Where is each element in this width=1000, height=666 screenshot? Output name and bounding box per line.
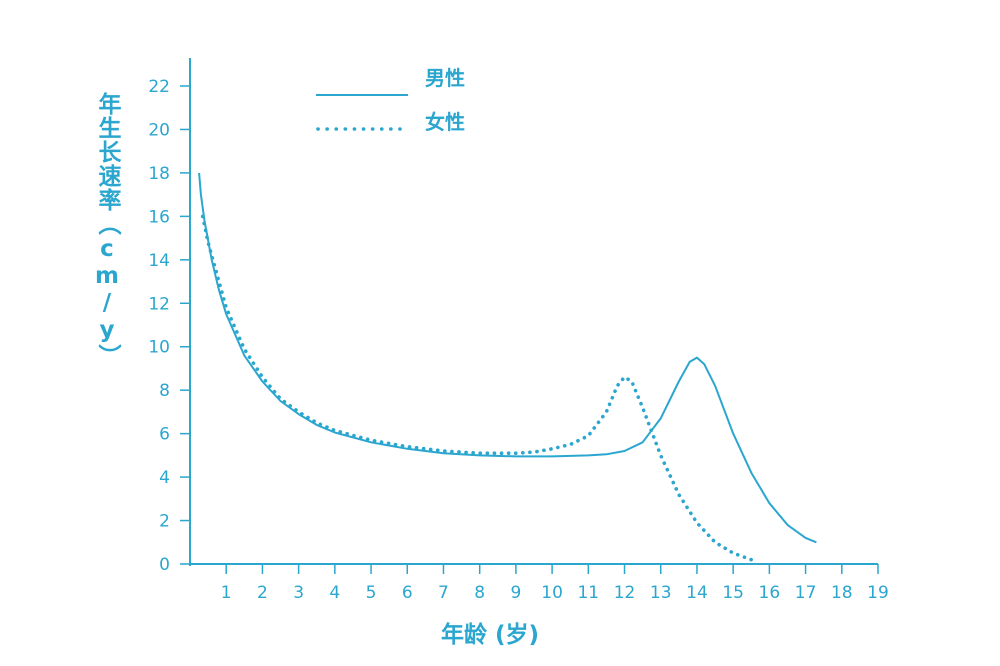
legend-swatches: [316, 94, 410, 131]
y-tick-label: 16: [148, 207, 170, 227]
y-axis-label: 年生长速率（cm/y）: [94, 92, 120, 368]
x-tick-label: 9: [510, 583, 521, 603]
legend-label-male: 男性: [425, 66, 465, 90]
y-axis-ticks: 0 2 4 6 8 10 12 14 16 18 20 22: [148, 77, 190, 575]
y-tick-label: 18: [148, 164, 170, 184]
x-tick-label: 13: [650, 583, 672, 603]
x-tick-label: 6: [402, 583, 413, 603]
x-tick-label: 4: [329, 583, 340, 603]
series-line-female: [200, 214, 754, 562]
y-tick-label: 6: [159, 425, 170, 445]
x-tick-label: 2: [257, 583, 268, 603]
x-tick-label: 12: [614, 583, 636, 603]
x-tick-label: 11: [577, 583, 599, 603]
x-tick-label: 5: [366, 583, 377, 603]
x-tick-label: 1: [221, 583, 232, 603]
x-tick-label: 3: [293, 583, 304, 603]
x-tick-label: 14: [686, 583, 708, 603]
x-axis-ticks: 1 2 3 4 5 6 7 8 9 10 11 12 13 14 15 16 17 18 19: [221, 564, 889, 603]
x-tick-label: 19: [867, 583, 889, 603]
x-tick-label: 10: [541, 583, 563, 603]
x-tick-label: 8: [474, 583, 485, 603]
y-tick-label: 22: [148, 77, 170, 97]
y-tick-label: 10: [148, 338, 170, 358]
x-tick-label: 18: [831, 583, 853, 603]
y-tick-label: 12: [148, 294, 170, 314]
chart-axes: [189, 58, 878, 566]
series-line-male: [198, 172, 817, 544]
y-tick-label: 8: [159, 381, 170, 401]
series-lines: [198, 172, 817, 562]
y-tick-label: 20: [148, 120, 170, 140]
x-tick-label: 16: [759, 583, 781, 603]
x-tick-label: 7: [438, 583, 449, 603]
x-axis-label: 年龄 (岁): [440, 622, 540, 648]
y-tick-label: 14: [148, 251, 170, 271]
x-tick-label: 17: [795, 583, 817, 603]
y-tick-label: 4: [159, 468, 170, 488]
y-tick-label: 2: [159, 512, 170, 532]
x-tick-label: 15: [722, 583, 744, 603]
y-tick-label: 0: [159, 555, 170, 575]
legend-label-female: 女性: [425, 110, 465, 134]
